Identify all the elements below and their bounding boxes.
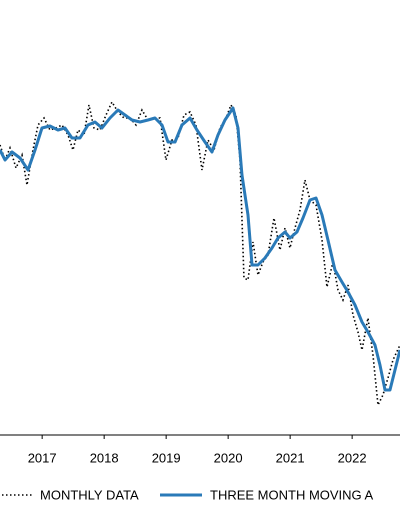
x-tick-label: 2020	[214, 450, 243, 465]
x-tick-label: 2018	[90, 450, 119, 465]
legend-label: THREE MONTH MOVING A	[210, 487, 374, 502]
x-tick-label: 2019	[152, 450, 181, 465]
x-tick-label: 2017	[28, 450, 57, 465]
x-tick-label: 2022	[338, 450, 367, 465]
series-line	[0, 100, 400, 408]
series-line	[0, 106, 400, 392]
legend-label: MONTHLY DATA	[40, 487, 139, 502]
x-tick-label: 2021	[276, 450, 305, 465]
